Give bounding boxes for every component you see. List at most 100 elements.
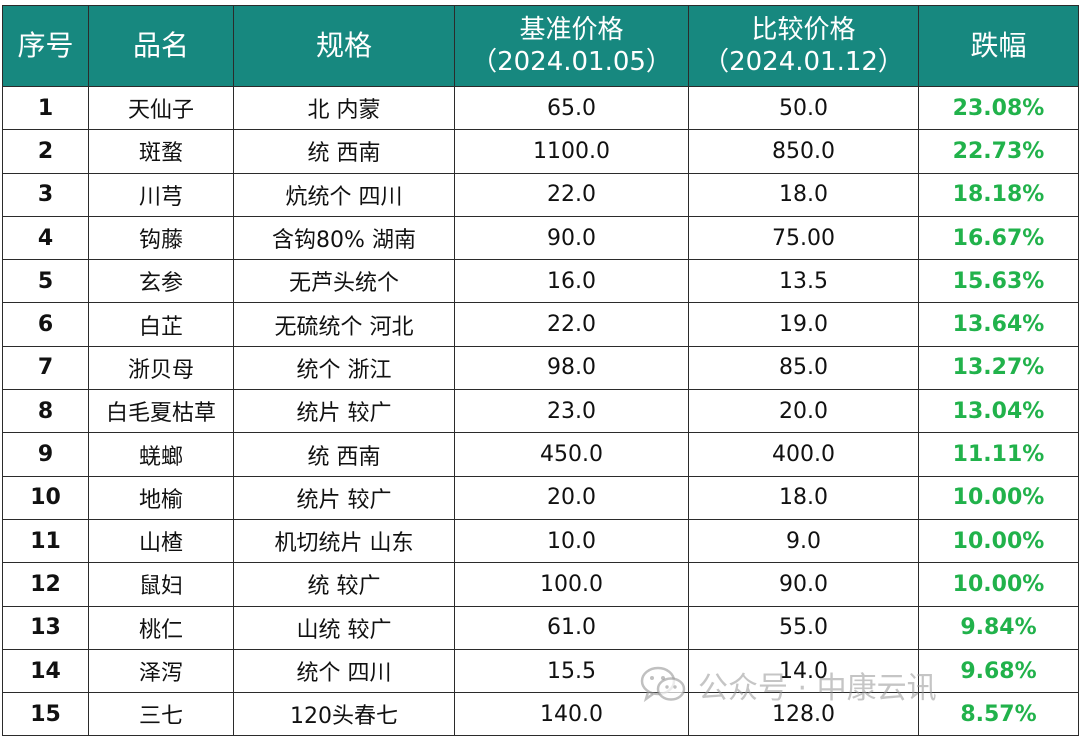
- table-row: 10 地榆 统片 较广 20.0 18.0 10.00%: [2, 475, 1079, 520]
- cell-index: 1: [2, 85, 89, 131]
- table-row: 8 白毛夏枯草 统片 较广 23.0 20.0 13.04%: [2, 389, 1079, 434]
- cell-base-price: 140.0: [454, 692, 689, 737]
- cell-index: 8: [2, 389, 89, 434]
- cell-compare-price: 14.0: [688, 648, 919, 694]
- table-row: 4 钩藤 含钩80% 湖南 90.0 75.00 16.67%: [2, 215, 1079, 261]
- cell-index: 6: [2, 302, 89, 347]
- cell-spec: 炕统个 四川: [233, 172, 455, 217]
- cell-index: 15: [2, 692, 89, 737]
- cell-decline: 23.08%: [918, 85, 1079, 131]
- cell-compare-price: 75.00: [688, 215, 919, 261]
- cell-decline: 18.18%: [918, 172, 1079, 217]
- cell-name: 钩藤: [88, 215, 234, 261]
- cell-compare-price: 850.0: [688, 129, 919, 174]
- cell-decline: 13.04%: [918, 389, 1079, 434]
- cell-decline: 13.27%: [918, 345, 1079, 391]
- cell-base-price: 22.0: [454, 172, 689, 217]
- cell-spec: 无芦头统个: [233, 259, 455, 304]
- cell-name: 天仙子: [88, 85, 234, 131]
- cell-base-price: 15.5: [454, 648, 689, 694]
- cell-name: 白毛夏枯草: [88, 389, 234, 434]
- cell-base-price: 10.0: [454, 518, 689, 564]
- cell-index: 11: [2, 518, 89, 564]
- cell-decline: 10.00%: [918, 562, 1079, 607]
- header-base-price-title: 基准价格: [519, 15, 624, 45]
- header-row: 序号 品名 规格 基准价格 （2024.01.05） 比较价格 （2024.01…: [2, 5, 1079, 87]
- header-name: 品名: [88, 5, 234, 87]
- cell-name: 三七: [88, 692, 234, 737]
- cell-compare-price: 90.0: [688, 562, 919, 607]
- cell-decline: 9.68%: [918, 648, 1079, 694]
- cell-decline: 9.84%: [918, 605, 1079, 650]
- cell-base-price: 90.0: [454, 215, 689, 261]
- cell-compare-price: 9.0: [688, 518, 919, 564]
- cell-base-price: 16.0: [454, 259, 689, 304]
- cell-decline: 15.63%: [918, 259, 1079, 304]
- cell-compare-price: 20.0: [688, 389, 919, 434]
- cell-spec: 山统 较广: [233, 605, 455, 650]
- cell-name: 泽泻: [88, 648, 234, 694]
- cell-decline: 10.00%: [918, 475, 1079, 520]
- table-row: 13 桃仁 山统 较广 61.0 55.0 9.84%: [2, 605, 1079, 650]
- cell-spec: 统 较广: [233, 562, 455, 607]
- cell-index: 10: [2, 475, 89, 520]
- cell-decline: 16.67%: [918, 215, 1079, 261]
- price-decline-table: 序号 品名 规格 基准价格 （2024.01.05） 比较价格 （2024.01…: [2, 5, 1079, 737]
- cell-index: 3: [2, 172, 89, 217]
- cell-name: 山楂: [88, 518, 234, 564]
- cell-decline: 8.57%: [918, 692, 1079, 737]
- cell-spec: 统个 四川: [233, 648, 455, 694]
- cell-spec: 统片 较广: [233, 475, 455, 520]
- table-row: 12 鼠妇 统 较广 100.0 90.0 10.00%: [2, 562, 1079, 607]
- cell-spec: 统个 浙江: [233, 345, 455, 391]
- header-decline: 跌幅: [918, 5, 1079, 87]
- cell-spec: 统片 较广: [233, 389, 455, 434]
- cell-compare-price: 400.0: [688, 432, 919, 477]
- cell-index: 4: [2, 215, 89, 261]
- table-row: 11 山楂 机切统片 山东 10.0 9.0 10.00%: [2, 518, 1079, 564]
- header-compare-price-title: 比较价格: [751, 15, 856, 45]
- table-row: 14 泽泻 统个 四川 15.5 14.0 9.68%: [2, 648, 1079, 694]
- table-row: 6 白芷 无硫统个 河北 22.0 19.0 13.64%: [2, 302, 1079, 347]
- cell-index: 13: [2, 605, 89, 650]
- cell-index: 7: [2, 345, 89, 391]
- table-row: 15 三七 120头春七 140.0 128.0 8.57%: [2, 692, 1079, 737]
- cell-compare-price: 55.0: [688, 605, 919, 650]
- cell-base-price: 65.0: [454, 85, 689, 131]
- cell-base-price: 100.0: [454, 562, 689, 607]
- header-compare-price-date: （2024.01.12）: [703, 47, 904, 77]
- table-body: 1 天仙子 北 内蒙 65.0 50.0 23.08% 2 斑蝥 统 西南 11…: [2, 85, 1079, 737]
- cell-compare-price: 18.0: [688, 475, 919, 520]
- cell-name: 玄参: [88, 259, 234, 304]
- table-row: 3 川芎 炕统个 四川 22.0 18.0 18.18%: [2, 172, 1079, 217]
- table-row: 7 浙贝母 统个 浙江 98.0 85.0 13.27%: [2, 345, 1079, 391]
- cell-compare-price: 85.0: [688, 345, 919, 391]
- cell-base-price: 1100.0: [454, 129, 689, 174]
- cell-decline: 22.73%: [918, 129, 1079, 174]
- cell-base-price: 20.0: [454, 475, 689, 520]
- header-base-price-date: （2024.01.05）: [471, 47, 672, 77]
- header-spec: 规格: [233, 5, 455, 87]
- cell-spec: 120头春七: [233, 692, 455, 737]
- header-base-price: 基准价格 （2024.01.05）: [454, 5, 689, 87]
- cell-index: 5: [2, 259, 89, 304]
- cell-compare-price: 50.0: [688, 85, 919, 131]
- table-row: 1 天仙子 北 内蒙 65.0 50.0 23.08%: [2, 85, 1079, 131]
- header-index: 序号: [2, 5, 89, 87]
- cell-decline: 10.00%: [918, 518, 1079, 564]
- cell-name: 鼠妇: [88, 562, 234, 607]
- cell-name: 地榆: [88, 475, 234, 520]
- cell-name: 浙贝母: [88, 345, 234, 391]
- cell-base-price: 22.0: [454, 302, 689, 347]
- table-row: 2 斑蝥 统 西南 1100.0 850.0 22.73%: [2, 129, 1079, 174]
- cell-name: 桃仁: [88, 605, 234, 650]
- cell-base-price: 23.0: [454, 389, 689, 434]
- cell-spec: 无硫统个 河北: [233, 302, 455, 347]
- cell-decline: 13.64%: [918, 302, 1079, 347]
- cell-spec: 北 内蒙: [233, 85, 455, 131]
- cell-compare-price: 19.0: [688, 302, 919, 347]
- cell-index: 14: [2, 648, 89, 694]
- cell-index: 2: [2, 129, 89, 174]
- cell-base-price: 450.0: [454, 432, 689, 477]
- cell-index: 9: [2, 432, 89, 477]
